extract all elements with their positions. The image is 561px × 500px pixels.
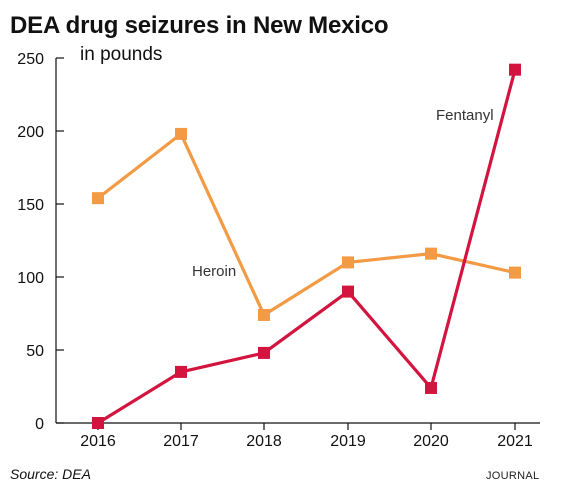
data-point-fentanyl (258, 346, 270, 359)
series-line-heroin (96, 132, 517, 317)
y-tick-label: 250 (17, 51, 44, 68)
y-tick-label: 50 (26, 343, 44, 360)
chart-title: DEA drug seizures in New Mexico (10, 12, 389, 39)
data-point-fentanyl (92, 417, 104, 429)
series-label-fentanyl: Fentanyl (436, 107, 494, 124)
x-tick-label: 2021 (497, 433, 533, 450)
chart-subtitle: in pounds (80, 44, 163, 65)
data-point-heroin (92, 192, 104, 205)
data-point-fentanyl (509, 63, 521, 76)
series-line-fentanyl (96, 68, 517, 425)
y-tick-label: 100 (17, 270, 44, 287)
data-point-heroin (258, 308, 270, 321)
y-tick-label: 150 (17, 197, 44, 214)
data-point-fentanyl (425, 381, 437, 394)
y-tick-label: 200 (17, 124, 44, 141)
series-label-heroin: Heroin (192, 263, 236, 280)
data-point-heroin (509, 266, 521, 279)
publisher-credit: JOURNAL (486, 470, 540, 482)
data-point-heroin (175, 127, 187, 140)
x-tick-label: 2017 (163, 433, 199, 450)
series-points (92, 63, 521, 429)
chart-axes: 0 50 100 150 200 250 2016 2017 2018 2019 2020 2021 (17, 51, 540, 450)
x-tick-label: 2016 (80, 433, 116, 450)
data-point-fentanyl (342, 285, 354, 298)
data-point-heroin (425, 247, 437, 260)
source-note: Source: DEA (10, 466, 91, 482)
data-point-fentanyl (175, 365, 187, 378)
x-tick-label: 2020 (413, 433, 449, 450)
series-lines (96, 68, 517, 425)
x-tick-label: 2018 (246, 433, 282, 450)
data-point-heroin (342, 256, 354, 269)
y-tick-label: 0 (35, 416, 44, 433)
x-tick-label: 2019 (330, 433, 366, 450)
